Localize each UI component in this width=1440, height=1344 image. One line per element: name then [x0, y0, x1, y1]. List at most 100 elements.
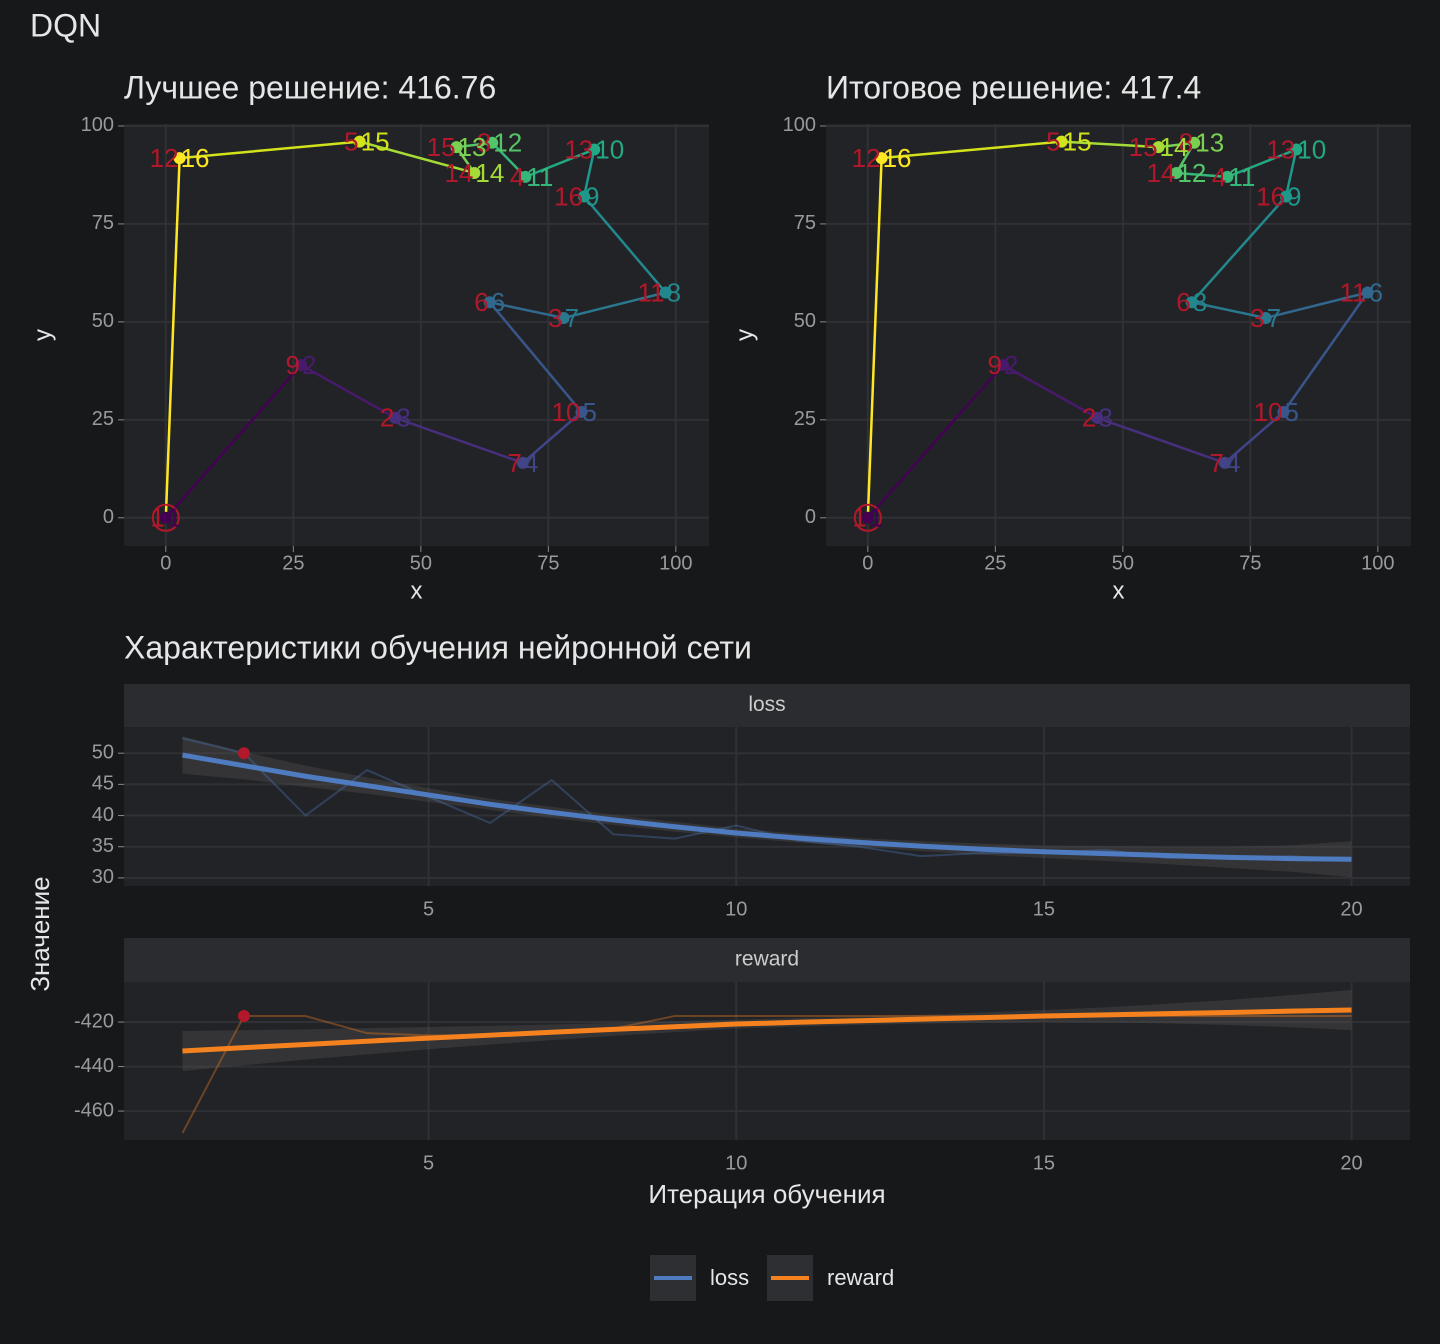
city-label: 9 [988, 350, 1002, 380]
route-segment [524, 148, 595, 179]
y-tick-label: 100 [81, 114, 114, 136]
strip-label: reward [735, 948, 799, 971]
x-tick-label: 20 [1340, 898, 1362, 920]
x-tick-label: 15 [1033, 1152, 1055, 1174]
route-segment [394, 416, 524, 465]
city-label: 4 [1212, 162, 1226, 192]
city-label: 8 [477, 128, 491, 158]
x-tick-label: 0 [862, 552, 873, 574]
y-tick-label: 75 [92, 212, 114, 234]
order-label: 9 [585, 181, 599, 211]
y-tick-label: 25 [92, 408, 114, 430]
order-label: 3 [1098, 403, 1112, 433]
order-label: 5 [582, 397, 596, 427]
city-label: 4 [510, 162, 524, 192]
order-label: 12 [1177, 158, 1206, 188]
route-segment [1096, 416, 1226, 465]
route-segment [582, 149, 596, 197]
order-label: 7 [565, 303, 579, 333]
route-segment [583, 195, 667, 294]
smooth-line [182, 752, 1352, 862]
city-label: 14 [444, 158, 473, 188]
city-label: 16 [1256, 181, 1285, 211]
city-label: 14 [1146, 158, 1175, 188]
order-label: 16 [181, 143, 210, 173]
order-label: 14 [1160, 132, 1189, 162]
city-point [1221, 170, 1234, 183]
x-tick-label: 100 [1361, 552, 1394, 574]
city-point [1361, 286, 1374, 299]
y-axis-title: Значение [25, 876, 55, 991]
city-point [1259, 311, 1272, 324]
city-point [1170, 166, 1183, 179]
confidence-band [182, 736, 1352, 878]
city-point [468, 166, 481, 179]
order-label: 1 [167, 503, 181, 533]
panel [826, 124, 1411, 546]
city-label: 10 [1254, 397, 1283, 427]
strip [124, 938, 1410, 982]
y-tick-label: 50 [92, 310, 114, 332]
x-tick-label: 5 [423, 898, 434, 920]
start-marker [151, 503, 180, 532]
city-point [578, 190, 591, 203]
city-point [519, 170, 532, 183]
city-label: 2 [380, 403, 394, 433]
city-point [1218, 456, 1231, 469]
route-segment [1265, 291, 1368, 320]
city-label: 5 [1046, 127, 1060, 157]
y-tick-label: -420 [74, 1010, 114, 1032]
city-label: 6 [1176, 287, 1190, 317]
strip-label: loss [748, 693, 785, 716]
x-tick-label: 20 [1340, 1152, 1362, 1174]
city-label: 15 [1129, 132, 1158, 162]
city-label: 16 [554, 181, 583, 211]
page-title: DQN [30, 7, 101, 43]
y-tick-label: 30 [92, 866, 114, 888]
x-tick-label: 15 [1033, 898, 1055, 920]
y-tick-label: 40 [92, 804, 114, 826]
y-tick-label: 75 [794, 212, 816, 234]
city-label: 12 [150, 143, 179, 173]
city-point [159, 511, 172, 524]
x-axis-title: x [1113, 577, 1125, 604]
route-segment [488, 301, 583, 413]
y-tick-label: 50 [794, 310, 816, 332]
city-point [875, 152, 888, 165]
city-point [588, 143, 601, 156]
city-label: 10 [552, 397, 581, 427]
city-label: 9 [286, 350, 300, 380]
order-label: 4 [524, 448, 538, 478]
city-point [996, 358, 1009, 371]
order-label: 11 [1228, 162, 1255, 192]
route-segment [881, 140, 1062, 160]
city-point [659, 286, 672, 299]
chart-title: Характеристики обучения нейронной сети [124, 629, 752, 665]
city-point [557, 311, 570, 324]
city-point [1055, 135, 1068, 148]
y-axis-title: y [29, 329, 56, 341]
x-tick-label: 50 [410, 552, 432, 574]
city-label: 6 [474, 287, 488, 317]
order-label: 9 [1287, 181, 1301, 211]
city-label: 12 [852, 143, 881, 173]
city-point [450, 141, 463, 154]
city-label: 11 [1340, 277, 1367, 307]
city-point [1290, 143, 1303, 156]
order-label: 15 [361, 127, 390, 157]
route-segment [866, 158, 883, 518]
order-label: 5 [1284, 397, 1298, 427]
y-tick-label: 100 [783, 114, 816, 136]
route-segment [1282, 291, 1369, 413]
order-label: 10 [595, 134, 624, 164]
city-point [294, 358, 307, 371]
route-segment [179, 140, 360, 160]
city-point [1280, 190, 1293, 203]
y-tick-label: 0 [103, 506, 114, 528]
x-tick-label: 25 [282, 552, 304, 574]
city-label: 8 [1179, 128, 1193, 158]
route-segment [563, 291, 666, 320]
city-label: 7 [507, 448, 521, 478]
y-tick-label: 0 [805, 506, 816, 528]
order-label: 2 [1004, 350, 1018, 380]
